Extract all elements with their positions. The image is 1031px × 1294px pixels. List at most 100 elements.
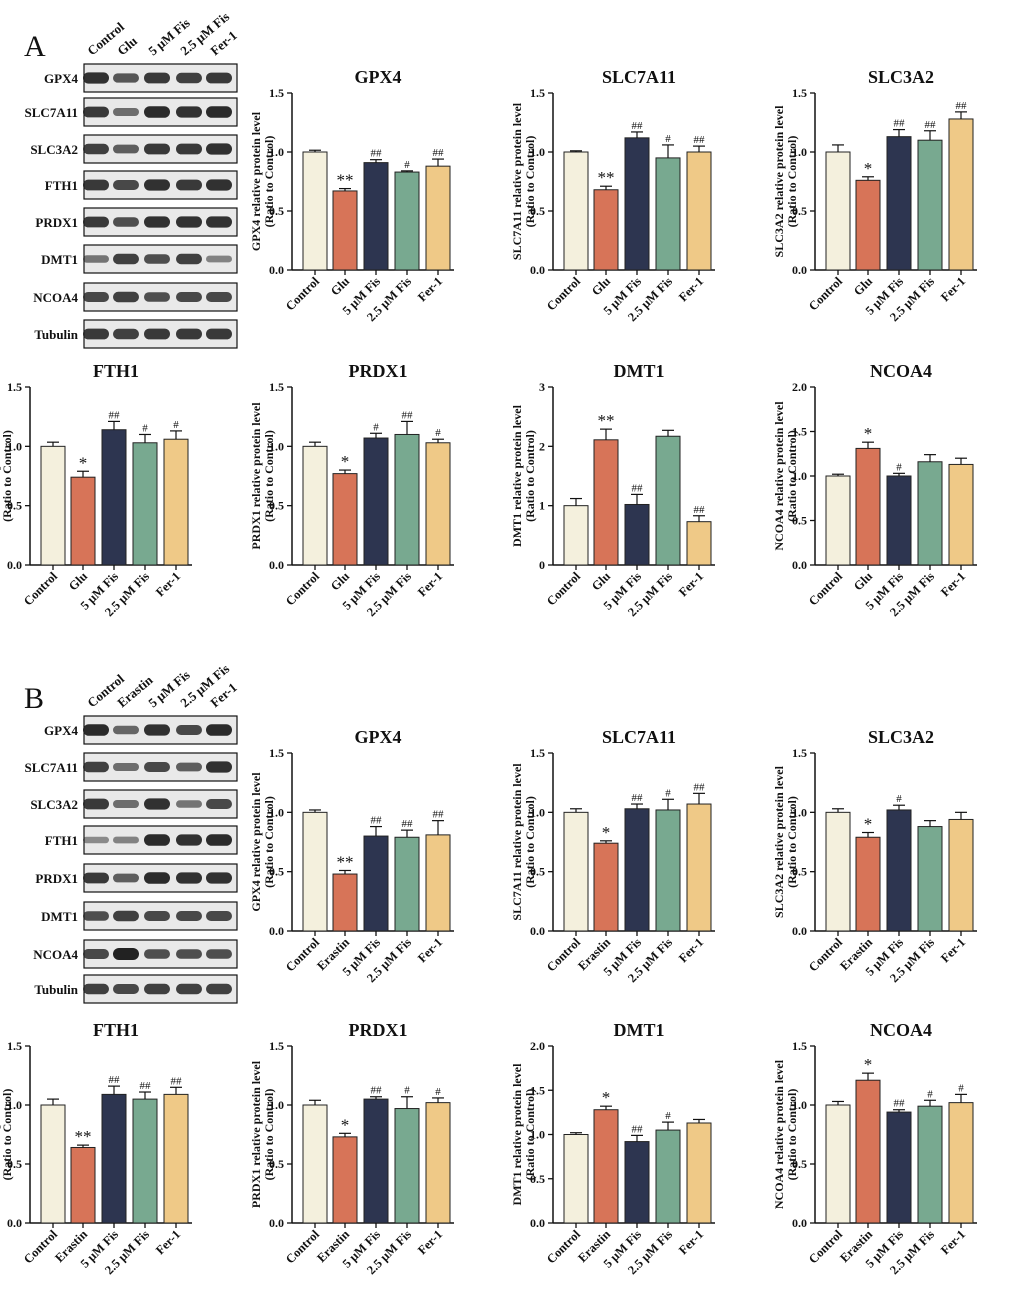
blot-label: DMT1 [41, 252, 78, 267]
blot-label: SLC7A11 [25, 105, 78, 120]
significance-mark: * [864, 815, 873, 834]
y-tick-label: 0.5 [7, 499, 22, 513]
bar [563, 505, 589, 566]
bar-chart-fth1: FTH1FTH1 relative protein level(Ratio to… [0, 361, 192, 619]
blot-band [176, 949, 202, 959]
significance-mark: ** [337, 171, 354, 190]
blot-band [206, 143, 232, 155]
y-axis-label-gene: SLC3A2 [772, 874, 786, 918]
bar [394, 1108, 420, 1224]
significance-mark: ## [894, 118, 906, 130]
y-tick-label: 0.0 [530, 1216, 545, 1230]
bar [948, 118, 974, 271]
x-category-label: Control [283, 1227, 323, 1267]
blot-band [144, 216, 170, 228]
bar [563, 1134, 589, 1224]
bar [563, 811, 589, 932]
bar [302, 151, 328, 271]
chart-title: SLC3A2 [868, 727, 934, 747]
y-axis-label-line2: (Ratio to Control) [523, 796, 537, 888]
blot-band [144, 106, 170, 118]
significance-mark: ## [632, 482, 644, 494]
blot-band [176, 725, 202, 735]
y-axis-label-gene: SLC3A2 [772, 213, 786, 257]
x-category-label: Glu [589, 569, 613, 593]
blot-band [83, 798, 109, 810]
y-tick-label: 1.5 [792, 425, 807, 439]
x-category-label: Control [544, 569, 584, 609]
significance-mark: # [404, 1085, 410, 1097]
significance-mark: ## [694, 134, 706, 146]
bar [132, 442, 158, 566]
y-axis-label-gene: PRDX1 [249, 1169, 263, 1208]
y-tick-label: 0.5 [530, 1172, 545, 1186]
blot-band [144, 872, 170, 884]
blot-band [83, 106, 109, 118]
blot-band [144, 143, 170, 155]
blot-band [206, 983, 232, 995]
x-category-label: Fer-1 [676, 1227, 706, 1257]
x-category-label: Fer-1 [938, 1227, 968, 1257]
blot-band [83, 179, 109, 191]
y-tick-label: 0 [539, 558, 545, 572]
blot-label: GPX4 [44, 71, 78, 86]
y-axis-label-suffix: relative protein level [510, 102, 524, 211]
bar [855, 836, 881, 932]
x-category-label: Control [806, 1227, 846, 1267]
x-category-label: Control [544, 274, 584, 314]
y-tick-label: 0.0 [530, 263, 545, 277]
y-axis-label-gene: SLC7A11 [510, 211, 524, 260]
blot-band [176, 762, 202, 772]
western-blot-strips: GPX4 SLC7A11 SLC3A2 FTH1 PRDX1 DMT1 NCOA4 Tubul… [25, 63, 238, 349]
x-category-label: Fer-1 [415, 274, 445, 304]
bar [655, 1129, 681, 1224]
y-tick-label: 1.0 [269, 145, 284, 159]
y-tick-label: 1.5 [792, 1039, 807, 1053]
y-tick-label: 1.5 [530, 86, 545, 100]
x-category-label: Control [544, 1227, 584, 1267]
blot-band [206, 799, 232, 809]
y-axis-label: NCOA4 relative protein level [772, 401, 786, 551]
y-tick-label: 0.0 [269, 924, 284, 938]
bar [917, 1105, 943, 1224]
bar [624, 808, 650, 932]
significance-mark: # [927, 1088, 933, 1100]
bar [363, 162, 389, 271]
y-tick-label: 0.5 [269, 499, 284, 513]
significance-mark: ## [140, 1080, 152, 1092]
y-tick-label: 0.5 [792, 204, 807, 218]
bar [302, 1104, 328, 1224]
y-axis-label: FTH1 relative protein level [0, 406, 1, 545]
y-axis-label-gene: NCOA4 [772, 509, 786, 550]
significance-mark: ## [956, 100, 968, 112]
y-axis-label-gene: GPX4 [249, 220, 263, 251]
bar [917, 139, 943, 271]
significance-mark: ## [894, 1098, 906, 1110]
x-category-label: Control [283, 935, 323, 975]
bar [563, 151, 589, 271]
y-tick-label: 0.0 [269, 558, 284, 572]
y-tick-label: 0.0 [792, 263, 807, 277]
blot-band [206, 72, 232, 84]
significance-mark: * [341, 452, 350, 471]
bar [70, 1146, 96, 1224]
bar [686, 521, 712, 566]
blot-band [83, 983, 109, 995]
significance-mark: * [602, 1088, 611, 1107]
y-tick-label: 0.5 [7, 1157, 22, 1171]
y-tick-label: 1.0 [269, 805, 284, 819]
bar [101, 429, 127, 566]
chart-title: PRDX1 [349, 1020, 408, 1040]
blot-label: DMT1 [41, 909, 78, 924]
blot-label: SLC7A11 [25, 760, 78, 775]
bar [855, 179, 881, 271]
significance-mark: ## [171, 1075, 183, 1087]
y-axis-label-gene: GPX4 [249, 880, 263, 911]
bar [332, 473, 358, 566]
significance-mark: * [341, 1115, 350, 1134]
significance-mark: # [896, 793, 902, 805]
y-axis-label: SLC3A2 relative protein level [772, 105, 786, 258]
